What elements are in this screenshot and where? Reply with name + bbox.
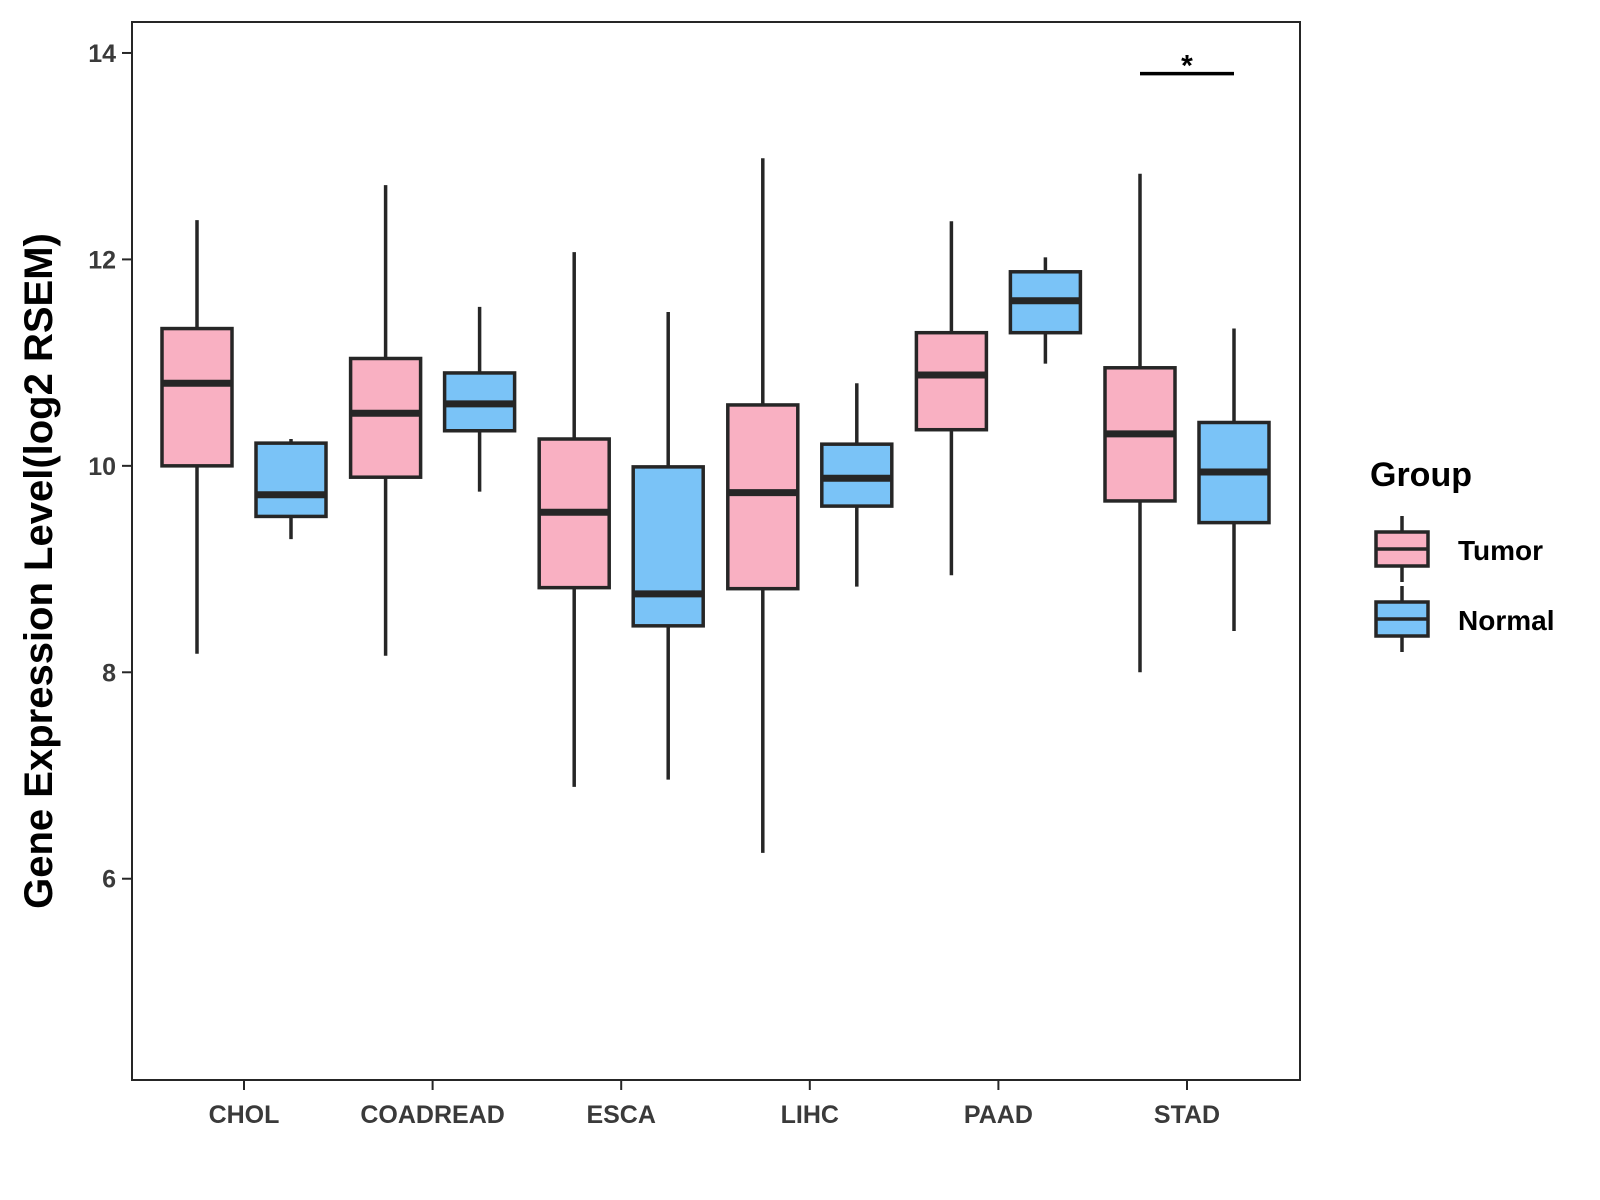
box-iqr (254, 441, 328, 519)
legend-label-normal: Normal (1458, 605, 1554, 636)
box-iqr (726, 403, 800, 591)
tumor-box-coadread (348, 185, 423, 656)
box-iqr (348, 356, 423, 479)
normal-box-paad (1008, 257, 1083, 364)
tumor-box-esca (537, 252, 611, 787)
normal-box-stad (1197, 328, 1271, 631)
y-tick-label: 8 (102, 659, 116, 687)
x-tick-label: LIHC (781, 1101, 839, 1129)
normal-box-chol (254, 439, 328, 540)
y-tick-label: 14 (88, 40, 116, 68)
y-tick-label: 10 (88, 453, 116, 481)
y-axis-title: Gene Expression Level(log2 RSEM) (17, 233, 61, 909)
tumor-box-chol (160, 220, 234, 654)
plot-panel-border (131, 21, 1301, 1081)
x-tick-label: STAD (1154, 1101, 1220, 1129)
box-iqr (160, 326, 234, 468)
significance-label: * (1181, 50, 1193, 83)
normal-box-esca (631, 312, 705, 780)
x-tick-label: PAAD (964, 1101, 1033, 1129)
y-tick-label: 6 (102, 866, 116, 894)
x-tick-label: ESCA (586, 1101, 655, 1129)
box-iqr (631, 465, 705, 628)
legend: Group Tumor Normal (1370, 456, 1554, 652)
normal-box-coadread (442, 306, 517, 492)
tumor-box-stad (1103, 173, 1177, 673)
x-tick-label: COADREAD (360, 1101, 504, 1129)
box-iqr (914, 330, 989, 432)
normal-box-lihc (820, 383, 894, 587)
tumor-box-lihc (726, 158, 800, 853)
x-tick-label: CHOL (209, 1101, 280, 1129)
legend-title: Group (1370, 456, 1472, 494)
legend-label-tumor: Tumor (1458, 535, 1543, 566)
y-tick-label: 12 (88, 246, 116, 274)
tumor-box-paad (914, 221, 989, 576)
